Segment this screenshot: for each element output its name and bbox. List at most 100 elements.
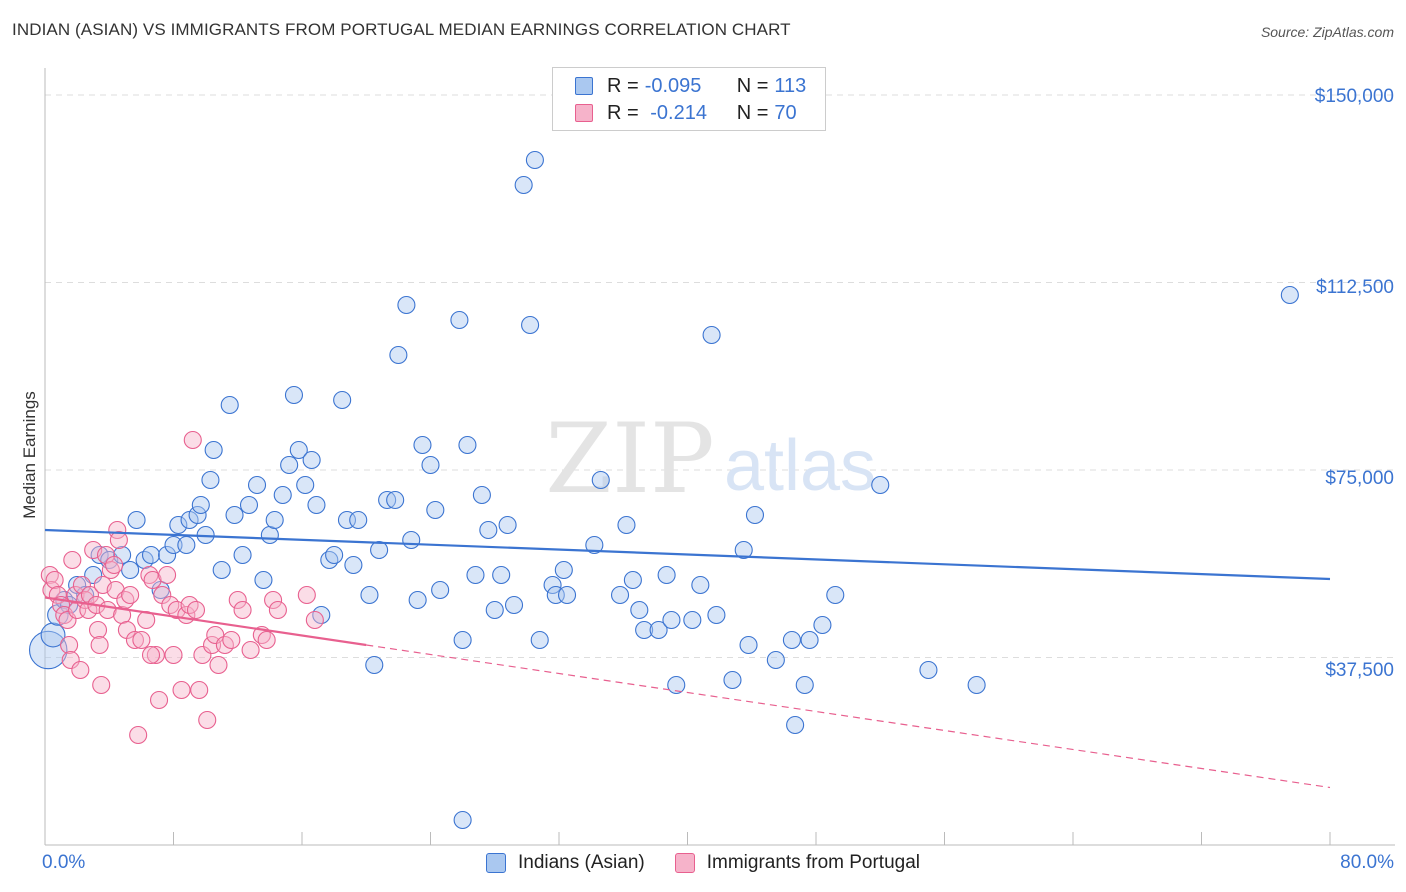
data-point: [109, 530, 128, 550]
data-point: [610, 585, 630, 605]
trend-line-portugal: [44, 596, 367, 647]
data-point: [105, 555, 124, 575]
data-point: [40, 565, 59, 585]
data-point: [140, 565, 159, 585]
data-point: [813, 615, 832, 635]
data-point: [149, 690, 169, 710]
data-point: [191, 495, 210, 515]
data-point: [662, 610, 681, 630]
data-point: [92, 675, 111, 695]
trend-lines: [44, 528, 1331, 789]
data-point: [264, 590, 283, 610]
data-point: [1280, 285, 1299, 305]
series-legend: Indians (Asian) Immigrants from Portugal: [0, 852, 1406, 874]
series-legend-label: Immigrants from Portugal: [706, 852, 921, 873]
data-point: [186, 600, 206, 620]
data-point: [702, 325, 721, 345]
data-point: [121, 560, 140, 580]
data-point: [177, 535, 196, 555]
data-point: [193, 645, 212, 665]
data-point: [591, 470, 610, 490]
data-point: [212, 560, 231, 580]
data-point: [333, 390, 352, 410]
data-point: [667, 675, 686, 695]
legend-r-value: -0.095: [644, 74, 702, 97]
data-point: [413, 435, 432, 455]
data-point: [132, 630, 151, 650]
data-point: [967, 675, 986, 695]
data-point: [280, 455, 299, 475]
data-point: [800, 630, 819, 650]
data-point: [557, 585, 577, 605]
data-point: [365, 655, 384, 675]
series-indians-asian-points: [28, 150, 1299, 830]
legend-n-label: N =: [736, 74, 769, 97]
data-point: [630, 600, 649, 620]
data-point: [485, 600, 504, 620]
data-point: [188, 505, 207, 525]
data-point: [260, 525, 279, 545]
y-tick-label-150000: $150,000: [1314, 86, 1394, 107]
trend-line-portugal-extended: [366, 644, 1331, 789]
data-point: [158, 545, 177, 565]
data-point: [325, 545, 344, 565]
data-point: [554, 560, 573, 580]
data-point: [172, 680, 191, 700]
data-point: [307, 495, 326, 515]
data-point: [386, 490, 405, 510]
data-point: [458, 435, 477, 455]
data-point: [408, 590, 427, 610]
legend-n-value: 113: [774, 74, 807, 97]
data-point: [431, 580, 450, 600]
data-point: [782, 630, 801, 650]
data-point: [164, 645, 183, 665]
data-point: [247, 475, 267, 495]
legend-swatch-pink: [674, 853, 695, 873]
data-point: [530, 630, 549, 650]
data-point: [543, 575, 562, 595]
legend-r-label: R =: [607, 101, 639, 124]
data-point: [101, 560, 120, 580]
legend-n-value: 70: [774, 101, 797, 124]
data-point: [268, 600, 287, 620]
data-point: [206, 625, 225, 645]
y-tick-label-37500: $37,500: [1325, 660, 1394, 681]
data-point: [164, 535, 183, 555]
series-legend-item-indians[interactable]: Indians (Asian): [485, 852, 645, 874]
data-point: [58, 610, 77, 630]
y-tick-label-112500: $112,500: [1316, 277, 1394, 298]
data-point: [623, 570, 642, 590]
data-point: [320, 550, 339, 570]
data-point: [222, 630, 241, 650]
data-point: [426, 500, 445, 520]
data-point: [241, 640, 260, 660]
y-axis-label: Median Earnings: [20, 391, 39, 519]
data-point: [190, 680, 209, 700]
data-point: [683, 610, 702, 630]
data-point: [106, 580, 125, 600]
data-point: [84, 565, 103, 585]
legend-r-label: R =: [607, 74, 639, 97]
data-point: [402, 530, 421, 550]
data-point: [745, 505, 765, 525]
data-point: [143, 570, 162, 590]
series-immigrants-portugal-points: [40, 430, 324, 745]
axes: [44, 68, 1395, 846]
data-point: [239, 495, 259, 515]
series-legend-item-portugal[interactable]: Immigrants from Portugal: [674, 852, 921, 874]
data-point: [302, 450, 321, 470]
data-point: [169, 515, 188, 535]
data-point: [826, 585, 845, 605]
data-point: [141, 645, 161, 665]
data-point: [201, 470, 220, 490]
data-point: [734, 540, 753, 560]
data-point: [146, 645, 165, 665]
data-point: [61, 650, 80, 670]
legend-swatch-blue: [575, 77, 593, 95]
data-point: [389, 345, 408, 365]
data-point: [204, 440, 223, 460]
data-point: [183, 430, 202, 450]
data-point: [125, 630, 144, 650]
data-point: [45, 570, 64, 590]
